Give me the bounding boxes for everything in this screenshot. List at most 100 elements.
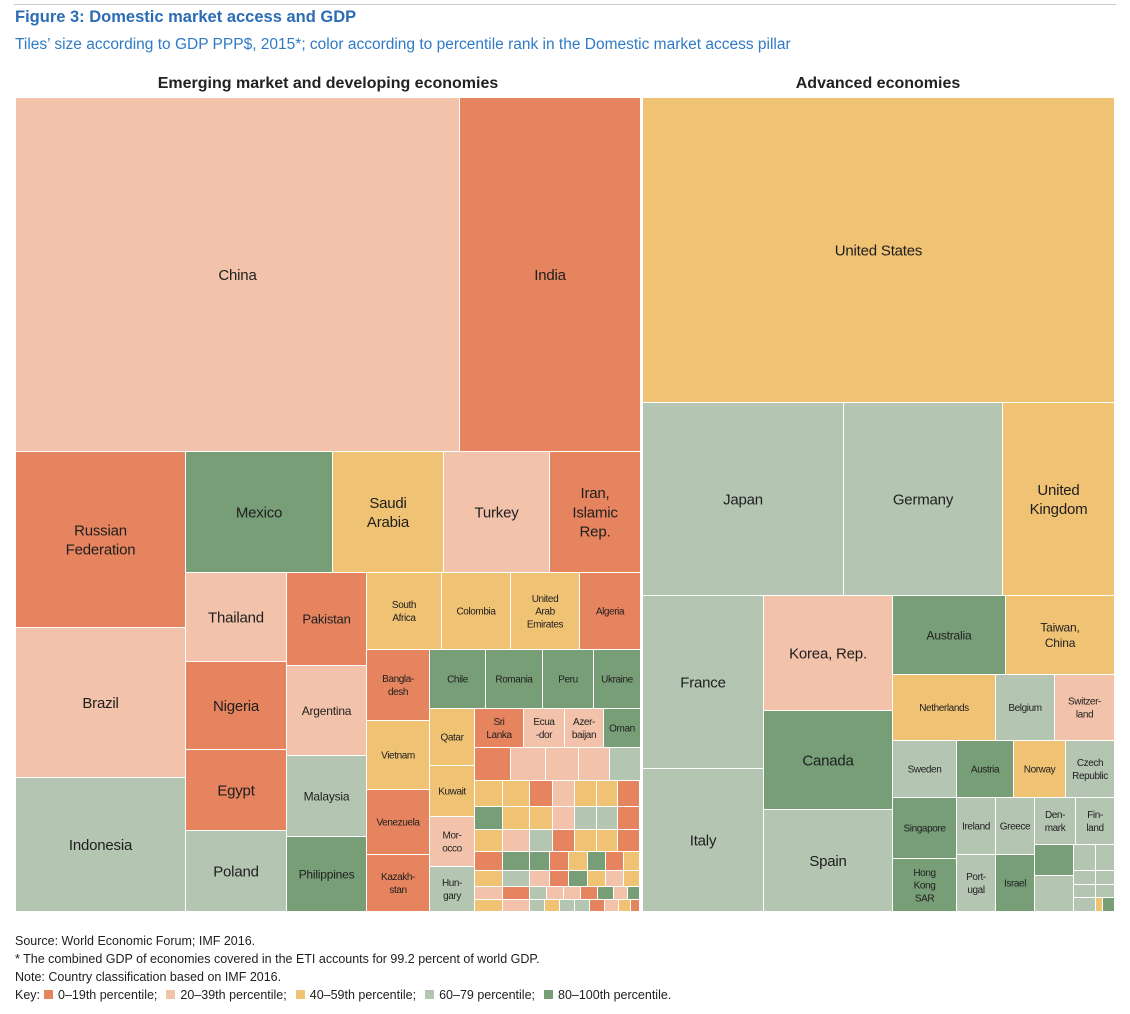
small-tile <box>530 781 552 806</box>
tile-label: Ecua -dor <box>533 717 555 741</box>
key-swatch <box>295 990 305 999</box>
notes: Source: World Economic Forum; IMF 2016. … <box>15 932 676 1004</box>
treemap-tile <box>430 766 474 816</box>
tile-label: Japan <box>723 491 763 508</box>
small-tile <box>503 871 529 886</box>
small-tile <box>606 871 623 886</box>
small-tile <box>614 887 627 899</box>
key-item-label: 60–79 percentile; <box>439 988 535 1002</box>
small-tile <box>503 887 529 899</box>
treemap-tile <box>430 867 474 911</box>
tile-label: Czech Republic <box>1072 758 1108 782</box>
tile-label: Argentina <box>302 704 352 718</box>
small-tile <box>575 830 596 851</box>
small-tile <box>503 852 529 870</box>
tile-label: Norway <box>1024 765 1056 776</box>
tile-label: United Kingdom <box>1030 482 1088 518</box>
treemap-tile <box>1055 675 1114 740</box>
treemap-tile <box>1006 596 1114 674</box>
treemap-tile <box>580 573 640 649</box>
treemap-tile <box>893 859 956 911</box>
small-tile <box>575 900 589 911</box>
treemap-tile <box>1014 741 1065 797</box>
key-item-label: 20–39th percentile; <box>180 988 287 1002</box>
tile-label: Indonesia <box>69 837 133 854</box>
tile-label: Chile <box>447 675 469 686</box>
tile-label: Venezuela <box>376 818 420 829</box>
tile-label: Ireland <box>962 822 990 833</box>
small-tile <box>503 807 529 829</box>
tile-label: South Africa <box>392 600 416 624</box>
treemap-tile <box>594 650 640 708</box>
small-tile <box>475 830 502 851</box>
small-tile <box>503 900 529 911</box>
treemap-tile <box>287 573 366 665</box>
tile-label: Sweden <box>908 765 942 776</box>
tile-label: Saudi Arabia <box>367 495 410 531</box>
tile-label: China <box>218 267 257 284</box>
treemap-tile <box>565 709 603 747</box>
treemap-tile <box>367 855 429 911</box>
key-label: Key: <box>15 988 41 1002</box>
small-tile <box>546 748 578 780</box>
treemap-tile <box>957 855 995 911</box>
small-tile <box>1035 845 1073 875</box>
small-tile <box>605 900 618 911</box>
tile-label: Singapore <box>904 824 947 835</box>
small-tile <box>547 887 563 899</box>
small-tile <box>575 781 596 806</box>
tile-label: Vietnam <box>381 751 415 762</box>
key-item: 40–59th percentile; <box>292 986 416 1004</box>
tile-label: United Arab Emirates <box>527 594 564 631</box>
treemap-tile <box>1066 741 1114 797</box>
key-swatch <box>425 990 435 999</box>
tile-label: Den-mark <box>1045 810 1067 834</box>
treemap-tile <box>996 798 1034 854</box>
treemap-tile <box>475 709 523 747</box>
tile-label: Philippines <box>299 867 355 881</box>
key-item-label: 80–100th percentile. <box>558 988 672 1002</box>
small-tile <box>503 781 529 806</box>
small-tile <box>619 900 630 911</box>
tile-label: Taiwan, China <box>1040 621 1079 650</box>
tile-label: Peru <box>558 675 578 686</box>
small-tile <box>569 852 587 870</box>
treemap-tile <box>643 403 843 595</box>
small-tile <box>581 887 597 899</box>
tile-label: Switzer-land <box>1068 697 1101 721</box>
key-item: 80–100th percentile. <box>540 986 671 1004</box>
small-tile <box>475 852 502 870</box>
treemap-tile <box>367 573 441 649</box>
small-tile <box>1103 898 1114 911</box>
tile-label: Malaysia <box>304 789 350 803</box>
small-tile <box>598 887 613 899</box>
treemap-tile <box>511 573 579 649</box>
tile-label: Russian Federation <box>66 522 136 558</box>
small-tile <box>588 852 605 870</box>
tile-label: Israel <box>1004 879 1026 890</box>
tile-label: Poland <box>213 863 259 880</box>
small-tile <box>550 871 568 886</box>
small-tile <box>631 900 639 911</box>
treemap-tile <box>430 817 474 866</box>
small-tile <box>597 781 617 806</box>
small-tile <box>553 807 574 829</box>
key-swatch <box>544 990 553 999</box>
treemap-tile <box>643 596 763 768</box>
small-tile <box>475 781 502 806</box>
small-tile <box>475 807 502 829</box>
treemap-tile <box>367 790 429 854</box>
small-tile <box>1096 845 1114 870</box>
tile-label: Iran, Islamic Rep. <box>572 485 618 540</box>
tile-label: Korea, Rep. <box>789 645 867 662</box>
treemap-tile <box>764 711 892 809</box>
small-tile <box>569 871 587 886</box>
treemap-tile <box>287 756 366 836</box>
small-tile <box>530 852 549 870</box>
small-tile <box>624 852 639 870</box>
treemap-tile <box>893 798 956 858</box>
tile-label: Mor-occo <box>442 831 462 855</box>
treemap-tile <box>186 750 286 830</box>
tile-label: Turkey <box>474 504 519 521</box>
